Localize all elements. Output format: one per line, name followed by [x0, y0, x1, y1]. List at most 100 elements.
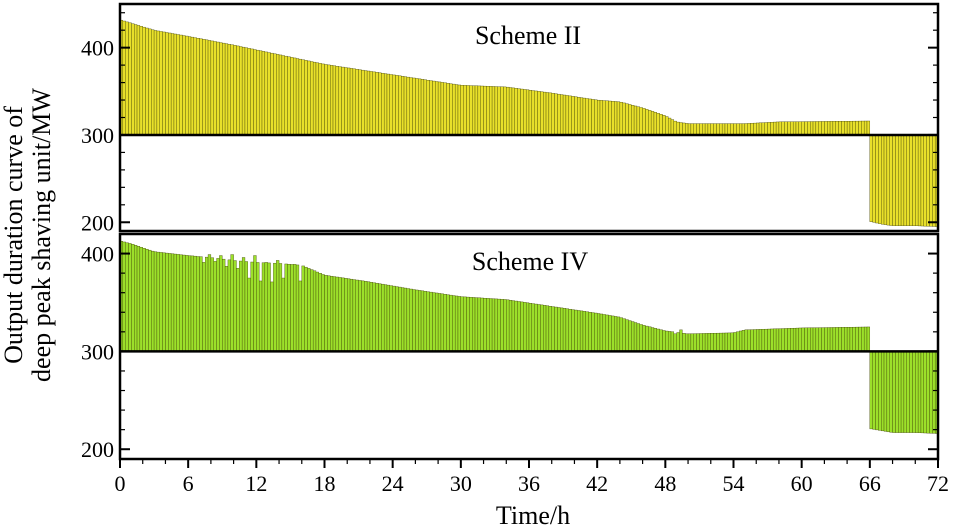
bar	[472, 85, 476, 136]
bar	[233, 45, 237, 136]
bar	[875, 351, 879, 431]
bar	[480, 85, 484, 136]
bar	[775, 328, 780, 352]
bar	[710, 123, 714, 136]
bar	[398, 286, 402, 352]
bar	[591, 312, 595, 352]
bar	[835, 327, 839, 352]
bar	[625, 319, 629, 352]
bar	[869, 351, 873, 430]
bar	[205, 256, 209, 352]
bar	[497, 86, 501, 136]
bar	[690, 123, 694, 136]
bar	[750, 329, 754, 352]
bar	[392, 74, 396, 136]
bar	[406, 288, 410, 352]
x-tick-label: 60	[791, 471, 813, 496]
bar	[241, 46, 246, 136]
bar	[923, 351, 927, 434]
bar	[412, 289, 416, 352]
bar	[608, 315, 612, 352]
bar	[409, 288, 413, 352]
bar	[179, 34, 183, 136]
bar	[713, 123, 717, 136]
bar	[310, 269, 314, 352]
bar	[892, 134, 896, 226]
panel-title: Scheme IV	[472, 247, 588, 276]
bar	[639, 107, 643, 136]
bar	[378, 72, 382, 136]
bar	[224, 266, 229, 352]
bar	[829, 327, 834, 352]
bar	[443, 294, 447, 352]
bar	[395, 75, 399, 136]
panel-scheme-ii: 200 300 400 Scheme II	[81, 2, 940, 235]
bar	[682, 122, 686, 136]
bar	[202, 262, 206, 352]
bar	[500, 299, 504, 352]
bar	[415, 78, 419, 136]
bar	[881, 134, 885, 225]
x-tick-label: 54	[723, 471, 745, 496]
bar	[247, 48, 251, 136]
bar	[398, 75, 402, 136]
bar	[849, 120, 853, 136]
bar	[523, 302, 527, 352]
bar	[162, 31, 166, 136]
x-tick-label: 6	[183, 471, 194, 496]
bar	[917, 351, 922, 433]
bar	[196, 256, 200, 352]
bar	[392, 285, 396, 352]
bar	[551, 306, 555, 352]
bar	[724, 123, 728, 136]
bar	[548, 306, 552, 352]
bar	[216, 258, 220, 352]
bar	[756, 329, 760, 352]
bar	[253, 49, 257, 136]
bar	[477, 85, 481, 136]
bar	[736, 123, 740, 136]
bar	[807, 327, 811, 352]
bar	[665, 330, 669, 352]
bar	[619, 101, 623, 136]
bar	[278, 263, 283, 352]
bar	[185, 255, 189, 352]
bar	[284, 263, 288, 352]
bar	[508, 87, 513, 136]
bar	[233, 260, 237, 352]
bar	[753, 329, 757, 352]
bar	[784, 328, 788, 352]
bar	[824, 121, 828, 136]
bar	[281, 55, 285, 136]
bar	[582, 311, 586, 352]
bar	[719, 332, 723, 352]
bar	[222, 42, 226, 136]
bar	[781, 328, 785, 352]
bar	[449, 83, 453, 136]
bar	[770, 122, 774, 136]
bar	[764, 328, 768, 352]
bar	[861, 326, 865, 352]
bar	[378, 283, 382, 352]
bar	[932, 134, 936, 227]
bar	[358, 280, 362, 352]
bar	[182, 35, 186, 136]
bar	[128, 22, 132, 136]
bar	[906, 351, 910, 433]
bar	[435, 81, 439, 136]
bar	[898, 134, 902, 226]
bar	[912, 134, 916, 226]
bar	[125, 21, 129, 136]
bar	[372, 282, 376, 352]
bar	[579, 310, 584, 352]
bar	[548, 92, 552, 136]
bar	[244, 261, 248, 352]
bar	[767, 328, 771, 352]
bar	[304, 60, 308, 136]
bar	[585, 311, 589, 352]
bar	[543, 305, 547, 352]
bar	[915, 351, 919, 433]
bar	[312, 270, 317, 352]
bar	[767, 122, 771, 136]
y-axis-title-line2: deep peak shaving unit/MW	[27, 88, 56, 382]
